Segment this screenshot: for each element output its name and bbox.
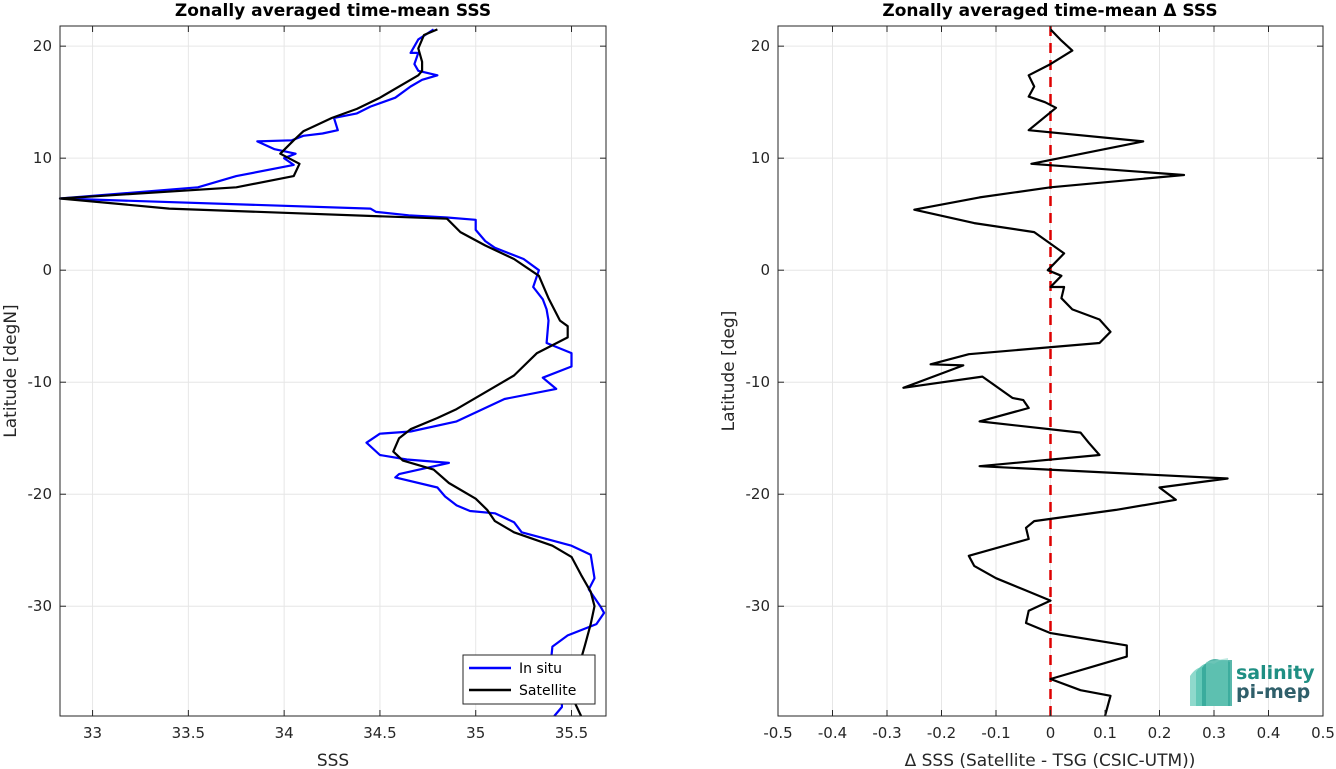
y-tick-label: -20: [28, 485, 53, 503]
chart-title: Zonally averaged time-mean SSS: [175, 1, 491, 21]
x-tick-label: 34.5: [363, 724, 396, 742]
delta-sss-panel: -0.5 -0.4 -0.3 -0.2 -0.1 0 0.1 0.2 0.3 0.4 0.5 20 10…: [719, 1, 1335, 769]
x-tick-label: 35: [466, 724, 485, 742]
x-tick-label: -0.4: [818, 724, 847, 742]
logo-line1: salinity: [1236, 662, 1315, 684]
salinity-waves-logo-icon: [1190, 658, 1232, 706]
x-tick-label: 0.3: [1202, 724, 1226, 742]
y-tick-label: -30: [746, 597, 771, 615]
tick-layer: -0.5 -0.4 -0.3 -0.2 -0.1 0 0.1 0.2 0.3 0.4 0.5 20 10…: [746, 26, 1335, 742]
x-axis-label: SSS: [317, 751, 349, 769]
series-layer: [58, 28, 606, 717]
y-tick-label: 10: [33, 149, 52, 167]
x-tick-label: 34: [275, 724, 294, 742]
y-tick-label: -30: [28, 597, 53, 615]
x-tick-label: -0.3: [872, 724, 901, 742]
y-tick-label: 20: [33, 37, 52, 55]
x-tick-label: 0.5: [1311, 724, 1335, 742]
chart-title: Zonally averaged time-mean Δ SSS: [882, 1, 1217, 21]
y-tick-label: 10: [751, 149, 770, 167]
sss-profile-panel: 33 33.5 34 34.5 35 35.5 20 10 0 -10 -20 -30 Zonally…: [1, 1, 607, 769]
y-axis-label: Latitude [degN]: [1, 304, 21, 437]
x-tick-label: 0.4: [1257, 724, 1281, 742]
x-tick-label: -0.5: [763, 724, 792, 742]
x-axis-label: Δ SSS (Satellite - TSG (CSIC-UTM)): [905, 751, 1196, 769]
y-tick-label: 0: [42, 261, 52, 279]
series-line-satellite: [58, 28, 596, 717]
x-tick-label: 33.5: [172, 724, 205, 742]
salinity-pi-mep-logo: salinity pi-mep: [1190, 658, 1315, 706]
series-line-delta-sss: [902, 28, 1229, 717]
y-tick-label: 0: [760, 261, 770, 279]
logo-line2: pi-mep: [1236, 681, 1310, 703]
x-tick-label: -0.2: [927, 724, 956, 742]
x-tick-label: 33: [83, 724, 102, 742]
plot-area-background: [60, 26, 606, 716]
y-tick-label: -20: [746, 485, 771, 503]
x-tick-label: -0.1: [981, 724, 1010, 742]
legend-box: [462, 654, 596, 705]
tick-layer: 33 33.5 34 34.5 35 35.5 20 10 0 -10 -20 -30: [28, 26, 606, 742]
x-tick-label: 0: [1046, 724, 1056, 742]
series-line-in-situ: [58, 28, 606, 717]
series-layer: [902, 26, 1229, 717]
legend: In situ Satellite: [462, 654, 596, 705]
y-tick-label: 20: [751, 37, 770, 55]
y-tick-label: -10: [746, 373, 771, 391]
legend-label-satellite: Satellite: [519, 683, 576, 699]
legend-label-in-situ: In situ: [519, 661, 562, 677]
x-tick-label: 0.1: [1093, 724, 1117, 742]
y-axis-label: Latitude [deg]: [719, 311, 739, 432]
x-tick-label: 0.2: [1148, 724, 1172, 742]
y-tick-label: -10: [28, 373, 53, 391]
plot-frame: [59, 25, 607, 717]
x-tick-label: 35.5: [555, 724, 588, 742]
